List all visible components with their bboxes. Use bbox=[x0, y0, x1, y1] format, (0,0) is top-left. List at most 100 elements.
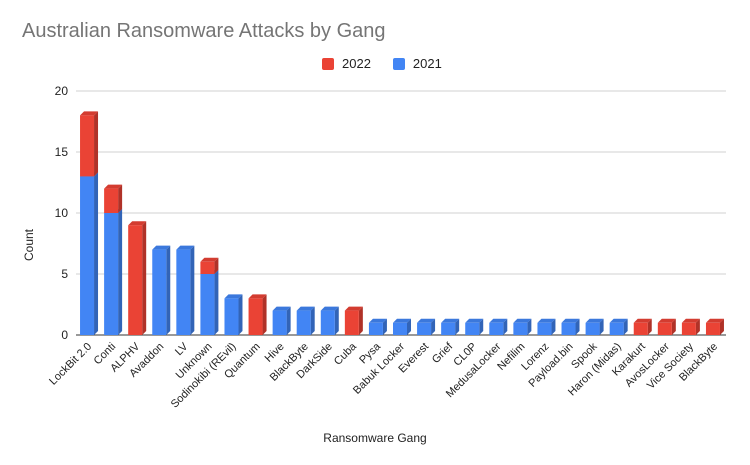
bar-2022-0 bbox=[80, 115, 95, 177]
bar-2022-11-top bbox=[344, 306, 363, 311]
bar-2022-25-side bbox=[695, 318, 700, 335]
bar-2022-25-top bbox=[681, 318, 700, 323]
bar-2021-14-side bbox=[431, 318, 436, 335]
bar-2021-14-top bbox=[417, 318, 436, 323]
x-tick-label-0: LockBit 2.0 bbox=[47, 341, 94, 388]
bar-2022-2-side bbox=[142, 221, 147, 335]
bar-2021-3-side bbox=[166, 245, 171, 335]
bar-2021-3-top bbox=[152, 245, 171, 250]
bar-2021-9-side bbox=[310, 306, 315, 335]
bar-2021-16-side bbox=[479, 318, 484, 335]
bar-2022-24 bbox=[657, 322, 672, 335]
bar-2021-20 bbox=[561, 322, 576, 335]
bar-2021-21 bbox=[585, 322, 600, 335]
bar-2022-23 bbox=[633, 322, 648, 335]
bar-2021-21-side bbox=[599, 318, 604, 335]
bar-2021-4 bbox=[176, 249, 191, 335]
legend: 2022 2021 bbox=[322, 56, 464, 71]
bar-2022-25 bbox=[681, 322, 696, 335]
bar-2021-1-side bbox=[118, 209, 123, 335]
bar-2021-19 bbox=[537, 322, 552, 335]
bar-2022-0-top bbox=[80, 111, 99, 116]
bar-2021-20-side bbox=[575, 318, 580, 335]
bar-2021-16 bbox=[465, 322, 480, 335]
bar-2022-7-top bbox=[248, 294, 267, 299]
bar-2021-22 bbox=[609, 322, 624, 335]
bar-2021-4-side bbox=[190, 245, 195, 335]
bar-2022-24-top bbox=[657, 318, 676, 323]
legend-swatch-2022 bbox=[322, 57, 334, 70]
legend-label-2021: 2021 bbox=[412, 56, 442, 71]
bar-2022-5-side bbox=[214, 257, 219, 274]
bar-2021-22-side bbox=[623, 318, 628, 335]
bar-2021-5-side bbox=[214, 270, 219, 335]
legend-swatch-2021 bbox=[392, 57, 405, 70]
bar-2021-5 bbox=[200, 274, 215, 335]
bar-2022-23-side bbox=[647, 318, 652, 335]
bar-2021-8-side bbox=[286, 306, 291, 335]
bar-2021-12-side bbox=[382, 318, 387, 335]
bar-2021-18-side bbox=[527, 318, 532, 335]
bar-2022-0-side bbox=[94, 111, 99, 177]
bar-2021-3 bbox=[152, 249, 167, 335]
bar-2022-2 bbox=[128, 225, 143, 335]
bar-2021-0 bbox=[80, 176, 95, 335]
legend-item-2022[interactable]: 2022 bbox=[322, 56, 371, 71]
bar-2021-15 bbox=[441, 322, 456, 335]
bar-2021-22-top bbox=[609, 318, 628, 323]
bar-2022-1 bbox=[104, 188, 119, 213]
bar-2021-8-top bbox=[272, 306, 291, 311]
bar-2021-6-side bbox=[238, 294, 243, 335]
x-tick-label-4: LV bbox=[173, 340, 191, 358]
bar-2021-21-top bbox=[585, 318, 604, 323]
bar-2021-15-top bbox=[441, 318, 460, 323]
y-tick-label-0: 0 bbox=[61, 328, 68, 342]
bar-2021-9 bbox=[296, 310, 311, 335]
y-tick-label-10: 10 bbox=[55, 206, 69, 220]
y-tick-label-5: 5 bbox=[61, 267, 68, 281]
bar-2021-18 bbox=[513, 322, 528, 335]
bar-2022-26-side bbox=[719, 318, 724, 335]
bar-2022-5-top bbox=[200, 257, 219, 262]
bar-2021-6 bbox=[224, 298, 239, 335]
bar-2021-19-top bbox=[537, 318, 556, 323]
bar-2022-11-side bbox=[358, 306, 363, 335]
bar-2022-1-side bbox=[118, 184, 123, 213]
bar-2022-2-top bbox=[128, 221, 147, 226]
bar-2022-7 bbox=[248, 298, 263, 335]
bar-2021-9-top bbox=[296, 306, 315, 311]
bar-2021-13 bbox=[393, 322, 407, 335]
bar-2022-26 bbox=[705, 322, 720, 335]
bar-2021-15-side bbox=[455, 318, 460, 335]
bar-2022-1-top bbox=[104, 184, 123, 189]
bar-2021-4-top bbox=[176, 245, 195, 250]
bar-2022-5 bbox=[200, 261, 215, 274]
y-axis-title: Count bbox=[22, 228, 36, 262]
bar-2021-1 bbox=[104, 213, 119, 335]
bar-2021-12-top bbox=[368, 318, 387, 323]
x-axis-title: Ransomware Gang bbox=[323, 431, 427, 445]
bar-2021-12 bbox=[368, 322, 383, 335]
bar-2021-18-top bbox=[513, 318, 532, 323]
bar-2021-17-top bbox=[489, 318, 508, 323]
bar-2021-8 bbox=[272, 310, 287, 335]
bar-2021-17 bbox=[489, 322, 504, 335]
legend-label-2022: 2022 bbox=[342, 56, 371, 71]
bar-2021-13-side bbox=[407, 318, 411, 335]
bar-2022-23-top bbox=[633, 318, 652, 323]
bar-2021-6-top bbox=[224, 294, 243, 299]
bar-2021-0-side bbox=[94, 172, 99, 335]
bar-2021-17-side bbox=[503, 318, 508, 335]
bar-2021-16-top bbox=[465, 318, 484, 323]
bar-2021-13-top bbox=[393, 318, 411, 323]
bar-2021-10-side bbox=[334, 306, 339, 335]
bar-2022-11 bbox=[344, 310, 359, 335]
bar-2021-19-side bbox=[551, 318, 556, 335]
y-tick-label-15: 15 bbox=[55, 145, 69, 159]
bar-2022-24-side bbox=[671, 318, 676, 335]
chart-title: Australian Ransomware Attacks by Gang bbox=[22, 20, 386, 42]
bar-2022-26-top bbox=[705, 318, 724, 323]
bar-2021-10 bbox=[320, 310, 335, 335]
legend-item-2021[interactable]: 2021 bbox=[392, 56, 442, 71]
